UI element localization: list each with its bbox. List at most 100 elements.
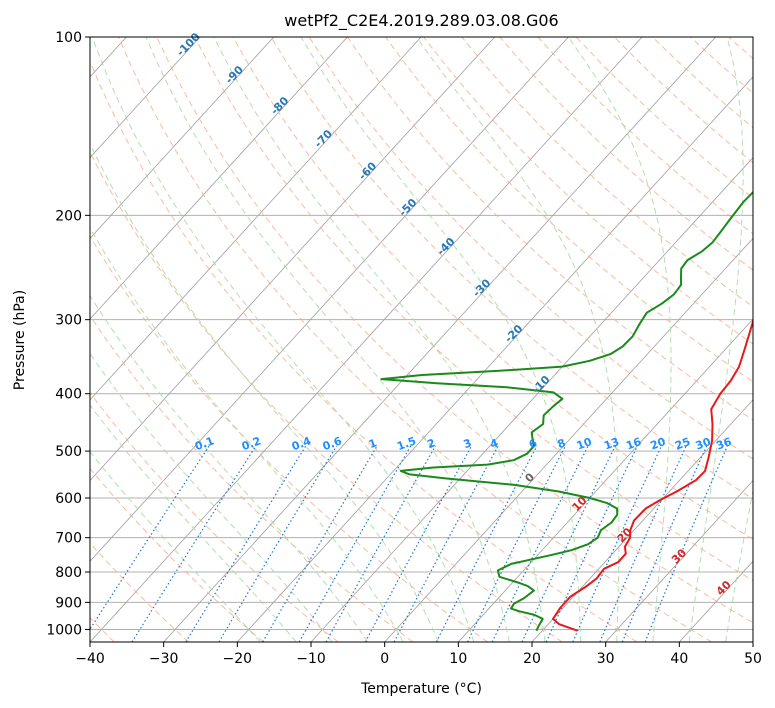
x-tick-label: −30: [149, 651, 179, 667]
mixing-ratio-label: 13: [602, 435, 621, 452]
dry-adiabat-layer: [90, 37, 775, 642]
mixing-ratio-label: 10: [575, 435, 594, 453]
mixing-ratio-layer: [90, 445, 728, 642]
isotherm-line: [458, 318, 753, 642]
y-tick-label: 500: [55, 444, 82, 460]
mixing-ratio-line: [491, 445, 589, 642]
mixing-ratio-line: [466, 445, 566, 642]
chart-title: wetPf2_C2E4.2019.289.03.08.G06: [284, 11, 558, 31]
moist-adiabat-line: [300, 37, 582, 642]
mixing-ratio-label: 0.6: [321, 434, 344, 453]
mixing-ratio-label: 1: [367, 436, 379, 451]
y-tick-label: 200: [55, 208, 82, 224]
isotherm-line: [531, 399, 753, 642]
temperature-profile-line: [552, 316, 753, 632]
moist-adiabat-line: [90, 352, 333, 642]
mixing-ratio-line: [218, 445, 338, 642]
mixing-ratio-label: 1.5: [395, 434, 418, 453]
x-axis-label: Temperature (°C): [360, 681, 482, 697]
dry-adiabat-line: [90, 60, 638, 642]
x-tick-label: 10: [449, 651, 467, 667]
mixing-ratio-line: [185, 445, 307, 642]
mixing-ratio-label: 30: [694, 435, 713, 453]
isotherm-line: [90, 37, 422, 401]
mixing-ratio-label: 20: [649, 435, 668, 453]
y-tick-label: 1000: [46, 622, 82, 638]
isotherm-line: [90, 37, 275, 239]
y-axis-label: Pressure (hPa): [12, 290, 28, 390]
isotherm-line: [90, 37, 348, 320]
mixing-ratio-line: [621, 445, 708, 642]
dry-adiabat-line: [90, 235, 488, 642]
mixing-ratio-label: 16: [624, 435, 643, 453]
moist-adiabat-line: [90, 142, 439, 642]
moist-adiabat-line: [145, 37, 510, 642]
mixing-ratio-label: 0.2: [240, 434, 263, 453]
moist-adiabat-line: [90, 226, 404, 642]
y-tick-label: 900: [55, 595, 82, 611]
y-tick-label: 300: [55, 313, 82, 329]
moist-adiabat-line: [90, 294, 369, 642]
y-tick-label: 800: [55, 565, 82, 581]
dry-adiabat-line: [232, 37, 753, 540]
mixing-ratio-label: 8: [556, 436, 568, 451]
x-tick-label: −40: [75, 651, 105, 667]
plot-background: [90, 37, 753, 642]
isotherm-line: [237, 76, 753, 642]
x-tick-label: 40: [670, 651, 688, 667]
x-axis: −40 −30 −20 −10 0 10 20 30 40 50: [75, 642, 762, 667]
isotherm-line: [752, 641, 753, 642]
moist-adiabat-line: [567, 37, 672, 642]
mixing-ratio-label: 0.1: [193, 434, 216, 453]
dry-adiabat-line: [767, 37, 775, 642]
dry-adiabat-line: [90, 151, 563, 642]
mixing-ratio-label: 0.4: [290, 434, 313, 453]
mixing-ratio-line: [131, 445, 257, 642]
mixing-ratio-label: 4: [488, 436, 500, 451]
mixing-ratio-line: [325, 445, 437, 642]
isotherm-line: [90, 37, 496, 482]
isotherm-line: [90, 37, 201, 159]
mixing-ratio-label: 36: [714, 435, 733, 453]
x-tick-label: −10: [296, 651, 326, 667]
moist-adiabat-line: [90, 404, 297, 642]
moist-adiabat-line: [91, 37, 475, 642]
y-tick-label: 700: [55, 531, 82, 547]
dry-adiabat-line: [308, 37, 753, 460]
moist-adiabat-line: [213, 37, 546, 642]
moist-adiabat-line: [725, 488, 753, 642]
x-tick-label: 30: [597, 651, 615, 667]
x-tick-label: 50: [744, 651, 762, 667]
y-axis: 100 200 300 400 500 600 700 800 900 1000: [46, 30, 90, 638]
dry-adiabat-line: [346, 37, 753, 421]
dry-adiabat-line: [90, 467, 264, 642]
isotherm-line: [605, 479, 753, 642]
grid-layer: [90, 37, 753, 630]
plot-frame: [89, 36, 754, 643]
mixing-ratio-line: [262, 445, 378, 642]
y-tick-label: 100: [55, 30, 82, 46]
mixing-ratio-label: 3: [462, 436, 474, 451]
y-tick-label: 400: [55, 387, 82, 403]
series-layer: [380, 190, 753, 632]
dry-adiabat-line: [270, 37, 753, 500]
dewpoint-profile-line: [380, 190, 753, 632]
moist-adiabat-line: [416, 37, 620, 642]
moist-adiabat-line: [688, 37, 744, 642]
moist-adiabat-layer: [90, 37, 753, 642]
mixing-ratio-label: 25: [673, 435, 692, 452]
y-tick-label: 600: [55, 491, 82, 507]
x-tick-label: 0: [380, 651, 389, 667]
isotherm-line: [90, 37, 569, 562]
mixing-ratio-line: [435, 445, 538, 642]
x-tick-label: 20: [523, 651, 541, 667]
dry-adiabat-line: [194, 37, 753, 582]
isotherm-line: [163, 37, 717, 642]
mixing-ratio-line: [90, 445, 210, 631]
dry-adiabat-line: [156, 37, 753, 624]
isotherm-line: [90, 37, 643, 642]
mixing-ratio-label: 6: [527, 436, 539, 451]
isotherm-layer: [90, 37, 753, 642]
x-tick-label: −20: [223, 651, 253, 667]
